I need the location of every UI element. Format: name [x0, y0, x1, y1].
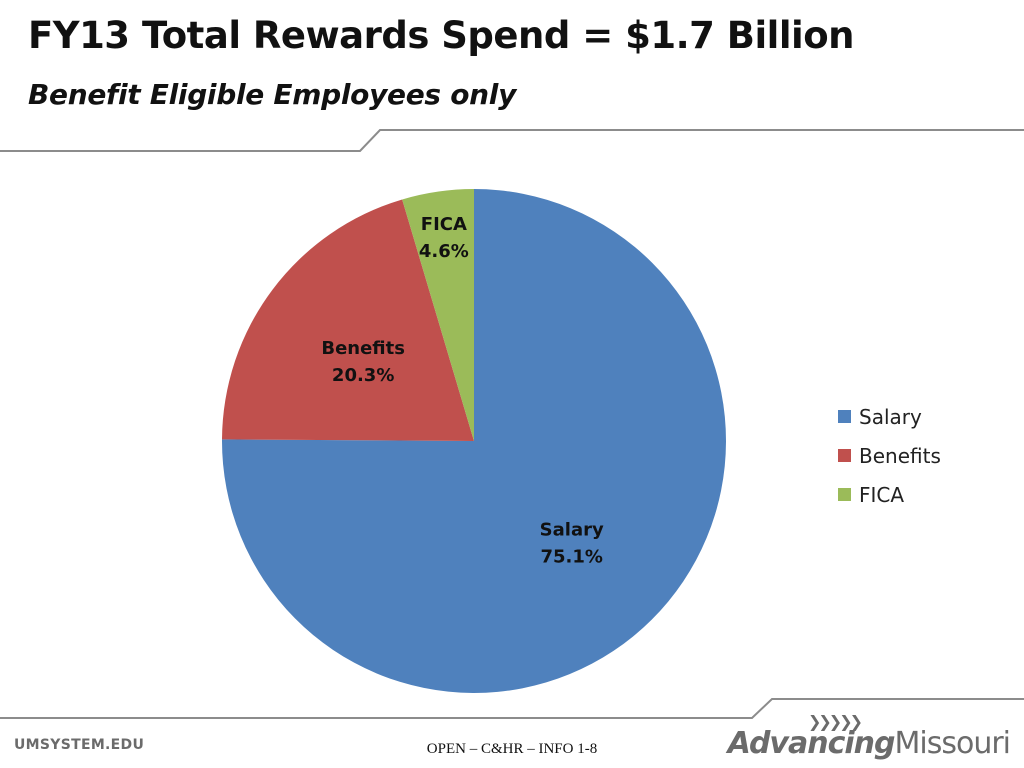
pie-label-benefits: Benefits 20.3% — [321, 338, 405, 386]
logo-wordmark: AdvancingMissouri — [727, 726, 1011, 761]
advancing-missouri-logo: ❯❯❯❯❯ AdvancingMissouri — [728, 712, 1011, 762]
footer-website[interactable]: UMSYSTEM.EDU — [14, 737, 145, 753]
pie-slice-benefits — [222, 199, 474, 441]
legend-label-benefits: Benefits — [859, 444, 941, 468]
pie-slices — [221, 189, 726, 693]
legend-swatch-salary — [838, 410, 851, 423]
logo-word-light: Missouri — [894, 726, 1011, 761]
pie-slice-fica — [402, 189, 474, 441]
logo-arrows-icon: ❯❯❯❯❯ — [807, 712, 863, 731]
footer-divider-line — [0, 698, 1024, 719]
legend-label-fica: FICA — [859, 483, 904, 507]
legend-label-salary: Salary — [859, 405, 922, 429]
pie-label-salary: Salary 75.1% — [540, 519, 604, 567]
pie-label-fica: FICA 4.6% — [419, 214, 469, 262]
pie-chart: Salary 75.1% Benefits 20.3% FICA 4.6% Salary B… — [221, 189, 941, 693]
slide-subtitle: Benefit Eligible Employees only — [28, 78, 517, 111]
legend-swatch-fica — [838, 488, 851, 501]
logo-word-bold: Advancing — [727, 726, 896, 761]
footer-document-code: OPEN – C&HR – INFO 1-8 — [426, 741, 598, 757]
chart-legend: Salary Benefits FICA — [838, 405, 941, 507]
slide-title: FY13 Total Rewards Spend = $1.7 Billion — [28, 14, 854, 57]
legend-swatch-benefits — [838, 449, 851, 462]
pie-labels: Salary 75.1% Benefits 20.3% FICA 4.6% — [321, 214, 604, 567]
header-divider-line — [0, 129, 1024, 152]
